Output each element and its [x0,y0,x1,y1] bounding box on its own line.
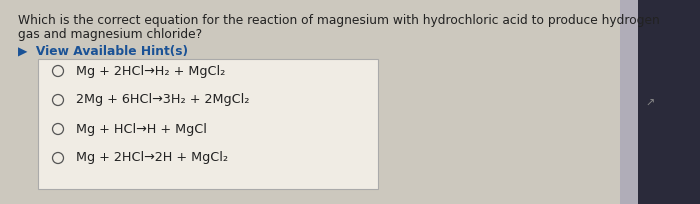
Text: Mg + 2HCl→2H + MgCl₂: Mg + 2HCl→2H + MgCl₂ [76,152,228,164]
Text: gas and magnesium chloride?: gas and magnesium chloride? [18,28,202,41]
Text: Which is the correct equation for the reaction of magnesium with hydrochloric ac: Which is the correct equation for the re… [18,14,659,27]
Bar [620,0,638,204]
Text: 2Mg + 6HCl→3H₂ + 2MgCl₂: 2Mg + 6HCl→3H₂ + 2MgCl₂ [76,93,249,106]
Text: ▶  View Available Hint(s): ▶ View Available Hint(s) [18,45,188,58]
Text: Mg + HCl→H + MgCl: Mg + HCl→H + MgCl [76,122,207,135]
FancyBboxPatch shape [38,59,378,189]
Text: Mg + 2HCl→H₂ + MgCl₂: Mg + 2HCl→H₂ + MgCl₂ [76,64,225,78]
Text: ↗: ↗ [645,99,654,109]
Bar [0,0,620,204]
Bar [638,0,700,204]
